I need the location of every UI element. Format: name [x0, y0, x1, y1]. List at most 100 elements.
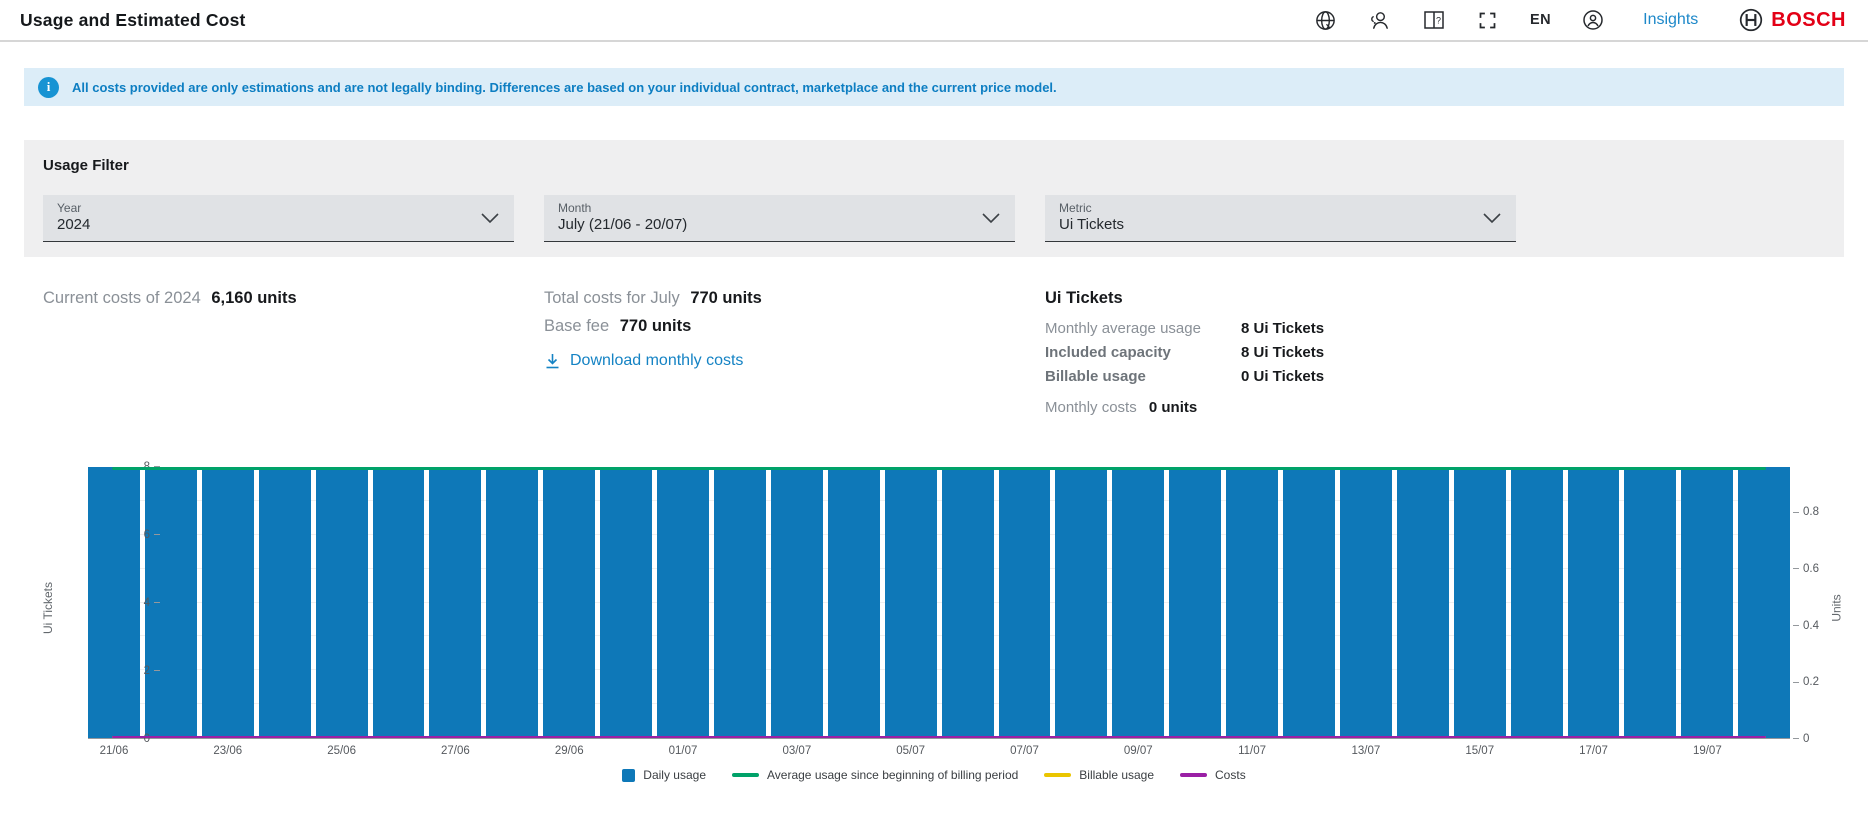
x-tick-label — [1283, 745, 1335, 757]
daily-usage-bar — [315, 467, 368, 738]
month-dropdown-value: July (21/06 - 20/07) — [558, 216, 688, 233]
globe-icon[interactable] — [1314, 8, 1338, 32]
download-monthly-costs-link[interactable]: Download monthly costs — [544, 352, 1015, 370]
gridline — [88, 635, 1790, 637]
gridline — [88, 601, 1790, 603]
insights-link[interactable]: Insights — [1643, 11, 1699, 28]
month-dropdown[interactable]: Month July (21/06 - 20/07) — [544, 195, 1015, 242]
legend-label: Daily usage — [643, 768, 706, 782]
x-tick-label — [1055, 745, 1107, 757]
bosch-emblem-icon — [1740, 8, 1763, 32]
y-tick-label-left: 6 — [100, 529, 160, 541]
daily-usage-bar — [1112, 467, 1165, 738]
metric-dropdown-value: Ui Tickets — [1059, 216, 1125, 233]
summary-section: Current costs of 2024 6,160 units Total … — [43, 289, 1844, 416]
download-link-label: Download monthly costs — [570, 352, 744, 369]
chevron-down-icon — [982, 213, 1000, 224]
x-tick-label — [145, 745, 197, 757]
gridline — [88, 567, 1790, 569]
y-tick-label-right: 0.4 — [1793, 620, 1843, 632]
x-tick-label: 07/07 — [1010, 745, 1039, 757]
svg-text:?: ? — [1436, 16, 1441, 26]
metric-dropdown[interactable]: Metric Ui Tickets — [1045, 195, 1516, 242]
x-tick-label: 21/06 — [99, 745, 129, 757]
current-costs: Current costs of 2024 6,160 units — [43, 289, 514, 308]
chart-legend: Daily usage Average usage since beginning… — [0, 768, 1868, 782]
x-tick-label: 13/07 — [1351, 745, 1381, 757]
x-tick-label: 11/07 — [1238, 745, 1267, 757]
legend-swatch-square — [622, 768, 636, 782]
daily-usage-bar — [941, 467, 994, 738]
gridline — [88, 499, 1790, 501]
legend-swatch-line — [1180, 773, 1208, 777]
month-dropdown-label: Month — [558, 201, 592, 215]
current-costs-label: Current costs of 2024 — [43, 289, 201, 307]
fullscreen-icon[interactable] — [1476, 8, 1500, 32]
daily-usage-bar — [372, 467, 425, 738]
legend-label: Costs — [1215, 768, 1246, 782]
chevron-down-icon — [481, 213, 499, 224]
y-tick-label-left: 0 — [100, 733, 160, 745]
daily-usage-bar — [1624, 467, 1677, 738]
x-tick-label: 27/06 — [441, 745, 470, 757]
x-tick-label — [942, 745, 994, 757]
y-tick-label-right: 0 — [1793, 733, 1843, 745]
metric-row-average: Monthly average usage 8 Ui Tickets — [1045, 320, 1516, 337]
legend-item-billable-usage[interactable]: Billable usage — [1044, 768, 1154, 782]
download-icon — [546, 353, 559, 368]
y-axis-title-left: Ui Tickets — [41, 581, 56, 635]
x-tick-label — [373, 745, 425, 757]
info-icon: i — [38, 76, 59, 98]
base-fee: Base fee 770 units — [544, 317, 1015, 336]
daily-usage-bar — [1510, 467, 1563, 738]
usage-filter-panel: Usage Filter Year 2024 Month July (21/06… — [24, 140, 1844, 257]
legend-item-daily-usage[interactable]: Daily usage — [622, 768, 706, 782]
info-banner-text: All costs provided are only estimations … — [72, 79, 1057, 95]
daily-usage-bar — [429, 467, 482, 738]
metric-row-billable: Billable usage 0 Ui Tickets — [1045, 368, 1516, 385]
year-dropdown-value: 2024 — [57, 216, 91, 233]
daily-usage-bar — [1226, 467, 1279, 738]
help-book-icon[interactable]: ? — [1422, 8, 1446, 32]
metric-panel-title: Ui Tickets — [1045, 289, 1123, 307]
metric-row-label: Included capacity — [1045, 344, 1171, 361]
average-usage-since-beginning-of-billing-period-line — [111, 466, 1767, 470]
language-selector[interactable]: EN — [1529, 12, 1552, 28]
x-tick-label — [1624, 745, 1676, 757]
x-tick-label: 05/07 — [896, 745, 926, 757]
year-dropdown[interactable]: Year 2024 — [43, 195, 514, 242]
user-account-icon[interactable] — [1581, 8, 1605, 32]
year-dropdown-label: Year — [57, 201, 82, 215]
support-agent-icon[interactable] — [1368, 8, 1392, 32]
x-tick-label: 19/07 — [1692, 745, 1722, 757]
current-costs-column: Current costs of 2024 6,160 units — [43, 289, 514, 416]
x-tick-label — [714, 745, 766, 757]
daily-usage-bar — [827, 467, 880, 738]
metric-row-label: Billable usage — [1045, 368, 1146, 385]
legend-item-average-usage-since-beginning-of-billing-period[interactable]: Average usage since beginning of billing… — [732, 768, 1018, 782]
metric-row-value: 0 Ui Tickets — [1241, 368, 1325, 385]
metric-row-value: 8 Ui Tickets — [1241, 344, 1325, 361]
total-costs: Total costs for July 770 units — [544, 289, 1015, 308]
usage-filter-title: Usage Filter — [43, 157, 129, 174]
x-tick-label: 17/07 — [1579, 745, 1608, 757]
base-fee-value: 770 units — [619, 317, 692, 335]
daily-usage-bar — [201, 467, 254, 738]
legend-swatch-line — [732, 773, 759, 777]
legend-item-costs[interactable]: Costs — [1180, 768, 1246, 782]
x-tick-label — [1397, 745, 1449, 757]
daily-usage-bar — [884, 467, 937, 738]
gridline — [88, 703, 1790, 705]
daily-usage-bar — [1339, 467, 1392, 738]
metric-row-value: 8 Ui Tickets — [1241, 320, 1325, 337]
daily-usage-bar — [486, 467, 539, 738]
chart-plot — [88, 466, 1791, 739]
y-tick-label-left: 4 — [100, 597, 160, 609]
daily-usage-bar — [657, 467, 709, 738]
daily-usage-bar — [1283, 467, 1335, 738]
legend-label: Average usage since beginning of billing… — [767, 768, 1019, 782]
bosch-wordmark: BOSCH — [1771, 8, 1846, 31]
info-banner: i All costs provided are only estimation… — [24, 68, 1844, 106]
daily-usage-bar — [1453, 467, 1506, 738]
base-fee-label: Base fee — [544, 317, 610, 335]
